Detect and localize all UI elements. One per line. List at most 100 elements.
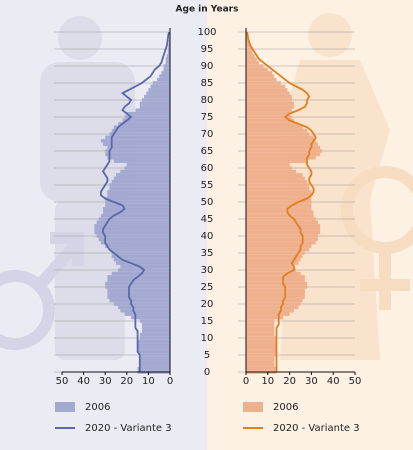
bar: [105, 244, 170, 248]
bar: [246, 30, 248, 34]
bar: [246, 275, 305, 279]
bar: [246, 162, 290, 167]
bar: [157, 77, 170, 82]
x-tick-label: 40: [77, 376, 90, 387]
bar: [107, 156, 170, 160]
line: [100, 31, 170, 372]
y-tick-label: 10: [201, 333, 214, 344]
bar: [116, 261, 170, 265]
bar: [246, 261, 299, 265]
bar: [111, 251, 170, 255]
bar: [246, 67, 268, 72]
bar: [246, 346, 277, 350]
legend-swatch: [243, 402, 263, 412]
bar: [246, 183, 310, 187]
bar: [246, 241, 316, 245]
bar: [246, 128, 308, 133]
bar: [105, 200, 170, 204]
bar: [141, 322, 170, 327]
bar: [113, 302, 170, 306]
bar: [246, 88, 288, 92]
bar: [137, 346, 170, 350]
bar: [246, 258, 301, 262]
y-tick-label: 15: [201, 316, 214, 327]
bar: [246, 40, 250, 44]
y-tick-label: 50: [201, 197, 214, 208]
bar: [146, 91, 170, 95]
bar: [139, 105, 170, 109]
bar: [98, 217, 170, 221]
female-symbol: [341, 166, 413, 310]
bar: [246, 176, 305, 180]
bar: [139, 319, 170, 323]
x-tick-label: 50: [349, 376, 362, 387]
bar: [246, 332, 275, 337]
bar: [105, 203, 170, 208]
y-tick-label: 85: [201, 78, 214, 89]
bar: [139, 363, 170, 367]
bar: [166, 54, 170, 58]
bar: [139, 356, 170, 361]
y-tick-label: 75: [201, 112, 214, 123]
bar: [165, 57, 170, 61]
bar: [148, 88, 170, 92]
bar: [246, 149, 323, 153]
bar: [107, 288, 170, 293]
y-tick-label: 70: [201, 129, 214, 140]
bar: [246, 135, 314, 140]
bar: [246, 142, 318, 146]
bar: [124, 115, 170, 119]
bar: [116, 173, 170, 177]
bar: [105, 152, 170, 157]
bar: [163, 67, 170, 72]
bar: [159, 74, 170, 78]
bar: [246, 237, 318, 242]
bar: [139, 353, 170, 357]
x-tick-label: 30: [99, 376, 112, 387]
y-tick-label: 40: [201, 231, 214, 242]
bar: [96, 220, 170, 225]
bar: [137, 366, 170, 371]
bar: [107, 145, 170, 150]
bar: [109, 247, 170, 252]
bar: [105, 196, 170, 201]
bar: [113, 159, 170, 163]
bar: [139, 101, 170, 106]
bar: [246, 271, 301, 276]
bar: [124, 166, 170, 170]
bar: [246, 200, 312, 204]
bar: [103, 207, 170, 211]
y-tick-label: 35: [201, 248, 214, 259]
bar: [100, 139, 170, 143]
bar: [246, 230, 321, 235]
bar: [246, 190, 312, 194]
bar: [98, 237, 170, 242]
bar: [118, 122, 170, 126]
bar: [246, 84, 286, 89]
bar: [246, 281, 308, 286]
bar: [167, 50, 170, 55]
bar: [246, 356, 275, 361]
y-tick-label: 25: [201, 282, 214, 293]
bar: [246, 234, 318, 238]
bar: [246, 349, 277, 354]
bar: [246, 295, 305, 299]
bar: [246, 220, 318, 225]
bar: [246, 319, 275, 323]
bar: [103, 142, 170, 146]
bar: [246, 203, 312, 208]
bar: [246, 118, 294, 123]
bar: [100, 241, 170, 245]
bar: [246, 173, 303, 177]
bar: [246, 336, 277, 340]
bar: [246, 64, 264, 68]
bar: [111, 179, 170, 184]
bar: [137, 343, 170, 347]
bar: [246, 159, 308, 163]
bar: [246, 101, 294, 106]
bar: [163, 64, 170, 68]
bar: [246, 74, 275, 78]
y-tick-label: 60: [201, 163, 214, 174]
x-tick-label: 0: [167, 376, 173, 387]
bar: [113, 258, 170, 262]
